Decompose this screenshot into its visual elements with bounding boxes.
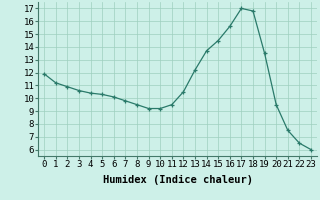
- X-axis label: Humidex (Indice chaleur): Humidex (Indice chaleur): [103, 175, 252, 185]
